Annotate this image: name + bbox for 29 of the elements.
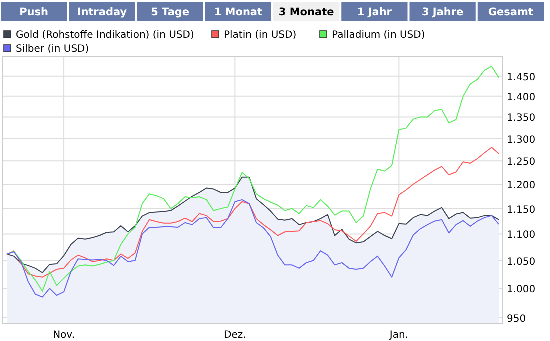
text: 5 Tage	[151, 6, 190, 18]
x-tick-label: Jan.	[388, 330, 408, 341]
text: 1 Monat	[214, 6, 263, 18]
line-series	[6, 147, 500, 278]
x-tick-label: Dez.	[224, 330, 246, 341]
line-series	[6, 66, 500, 292]
legend-label: Palladium (in USD)	[332, 30, 426, 41]
legend-label: Gold (Rohstoffe Indikation) (in USD)	[16, 30, 194, 41]
y-tick-label: 1.200	[507, 180, 536, 192]
x-tick-label: Nov.	[53, 330, 76, 341]
y-tick-label: 1.150	[507, 204, 536, 216]
text: Push	[20, 6, 49, 18]
text: 1 Jahr	[357, 6, 393, 18]
text: Intraday	[77, 6, 128, 18]
y-tick-label: 1.300	[507, 134, 536, 146]
y-tick-label: 1.350	[507, 113, 536, 124]
y-tick-label: 950	[507, 314, 526, 325]
y-tick-label: 1.450	[507, 72, 536, 84]
text: 3 Jahre	[422, 6, 464, 18]
y-tick-label: 1.000	[507, 284, 536, 296]
legend-label: Platin (in USD)	[224, 30, 297, 41]
y-tick-label: 1.400	[507, 92, 536, 104]
legend-label: Silber (in USD)	[16, 44, 90, 55]
y-tick-label: 1.100	[507, 230, 536, 242]
y-tick-label: 1.250	[507, 157, 536, 168]
text: 3 Monate	[278, 6, 334, 18]
text: Gesamt	[488, 6, 534, 18]
y-tick-label: 1.050	[507, 256, 536, 268]
line-series	[6, 199, 500, 298]
